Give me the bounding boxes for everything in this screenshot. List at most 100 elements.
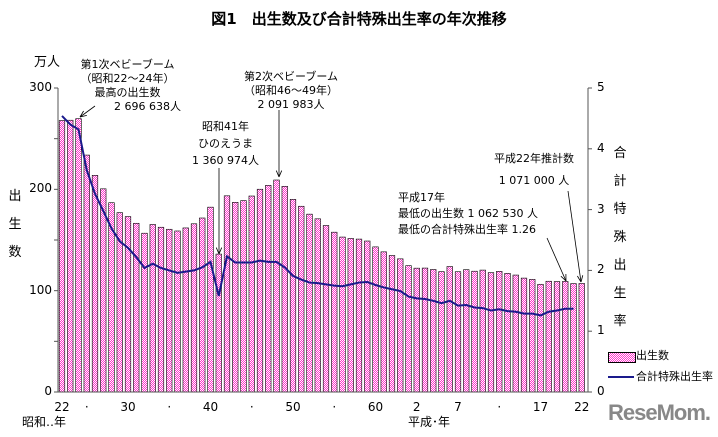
bar bbox=[347, 238, 354, 393]
x-tick-label: 30 bbox=[120, 400, 136, 414]
bar bbox=[199, 217, 206, 393]
bar bbox=[331, 231, 338, 393]
bar bbox=[562, 281, 569, 393]
arrow-head bbox=[79, 114, 87, 118]
bar bbox=[141, 232, 148, 393]
bar bbox=[149, 224, 156, 393]
annotation-baby-boom-2: 第2次ベビーブーム （昭和46～49年） 2 091 983人 bbox=[244, 70, 339, 111]
bar bbox=[232, 202, 239, 393]
bar bbox=[397, 258, 404, 393]
bar bbox=[430, 269, 437, 393]
arrow-head bbox=[275, 170, 280, 178]
annotation-hinoeuma: 昭和41年 ひのえうま 1 360 974人 bbox=[192, 120, 259, 167]
x-tick-label: · bbox=[84, 400, 89, 414]
bar bbox=[91, 175, 99, 393]
bar bbox=[463, 269, 470, 393]
bar bbox=[471, 270, 478, 393]
x-tick-label: 50 bbox=[285, 400, 301, 414]
legend-swatch-tfr bbox=[608, 376, 634, 378]
bar bbox=[182, 227, 189, 393]
bar bbox=[265, 185, 272, 393]
bar bbox=[289, 199, 297, 393]
bar bbox=[454, 271, 462, 393]
x-tick-label: 60 bbox=[367, 400, 384, 414]
bar bbox=[67, 119, 74, 393]
x-tick-label: 7 bbox=[454, 400, 462, 414]
x-tick-label: · bbox=[249, 400, 254, 414]
bar bbox=[174, 230, 181, 393]
arrow-head bbox=[215, 247, 220, 255]
bar bbox=[372, 246, 379, 393]
bar bbox=[388, 255, 396, 393]
bar bbox=[446, 266, 453, 393]
bar bbox=[578, 283, 585, 393]
bar bbox=[479, 269, 486, 393]
arrow-head bbox=[580, 275, 584, 283]
right-tick-label: 2 bbox=[597, 262, 605, 277]
bar bbox=[380, 251, 387, 393]
bar bbox=[166, 228, 173, 393]
bar bbox=[100, 188, 107, 393]
left-tick-label: 300 bbox=[29, 80, 52, 94]
bar bbox=[545, 280, 552, 393]
bar bbox=[240, 200, 247, 393]
bar bbox=[207, 206, 214, 393]
bar bbox=[487, 272, 495, 393]
x-tick-label: · bbox=[167, 400, 172, 414]
bar bbox=[273, 179, 280, 393]
bar bbox=[413, 267, 420, 393]
bar bbox=[248, 195, 255, 393]
left-unit: 万人 bbox=[34, 55, 61, 70]
bar bbox=[421, 267, 429, 393]
bar bbox=[215, 253, 222, 393]
annotation-heisei17: 平成17年 最低の出生数 1 062 530 人最低の合計特殊出生率 1.26 bbox=[398, 191, 538, 236]
bar bbox=[438, 271, 445, 393]
bar bbox=[223, 195, 231, 393]
bar bbox=[405, 265, 412, 393]
x-era-heisei: 平成･年 bbox=[408, 415, 451, 429]
x-tick-label: · bbox=[497, 400, 502, 414]
annotation-arrow bbox=[546, 237, 567, 282]
x-tick-label: · bbox=[332, 400, 337, 414]
bar bbox=[364, 240, 371, 393]
bar bbox=[339, 236, 346, 393]
right-tick-label: 4 bbox=[597, 140, 605, 155]
left-tick-label: 200 bbox=[29, 181, 52, 196]
bar bbox=[133, 222, 140, 393]
legend-label-births: 出生数 bbox=[636, 349, 669, 362]
bar bbox=[190, 223, 198, 393]
bar bbox=[306, 213, 313, 393]
resemom-logo: ReseMom. bbox=[608, 400, 711, 425]
right-tick-label: 0 bbox=[597, 384, 605, 398]
bar bbox=[355, 238, 363, 393]
bar bbox=[75, 118, 82, 393]
bar bbox=[520, 277, 528, 393]
bar bbox=[256, 188, 264, 393]
right-tick-label: 3 bbox=[597, 201, 605, 216]
x-tick-label: 40 bbox=[202, 400, 219, 414]
bar bbox=[281, 185, 288, 393]
arrow-head bbox=[577, 275, 582, 283]
left-tick-label: 100 bbox=[29, 282, 52, 297]
x-tick-label: 17 bbox=[532, 400, 549, 414]
arrow-head bbox=[79, 110, 84, 118]
bar bbox=[157, 226, 165, 393]
chart-title: 図1 出生数及び合計特殊出生率の年次推移 bbox=[211, 10, 507, 28]
bar bbox=[83, 154, 90, 393]
bar bbox=[298, 205, 305, 393]
bar bbox=[512, 274, 519, 393]
bar bbox=[537, 283, 544, 393]
left-axis-label: 出生数 bbox=[8, 189, 22, 260]
arrow-head bbox=[560, 275, 567, 282]
right-axis-label: 合計特殊出生率 bbox=[613, 146, 627, 329]
legend-swatch-births bbox=[608, 352, 636, 363]
annotation-arrow bbox=[79, 105, 96, 118]
right-tick-label: 5 bbox=[597, 80, 605, 94]
annotation-arrow bbox=[567, 190, 582, 283]
x-era-showa: 昭和‥年 bbox=[22, 415, 67, 429]
arrow-head bbox=[278, 170, 283, 178]
x-tick-label: 22 bbox=[54, 400, 70, 414]
x-tick-label: 2 bbox=[412, 400, 421, 414]
